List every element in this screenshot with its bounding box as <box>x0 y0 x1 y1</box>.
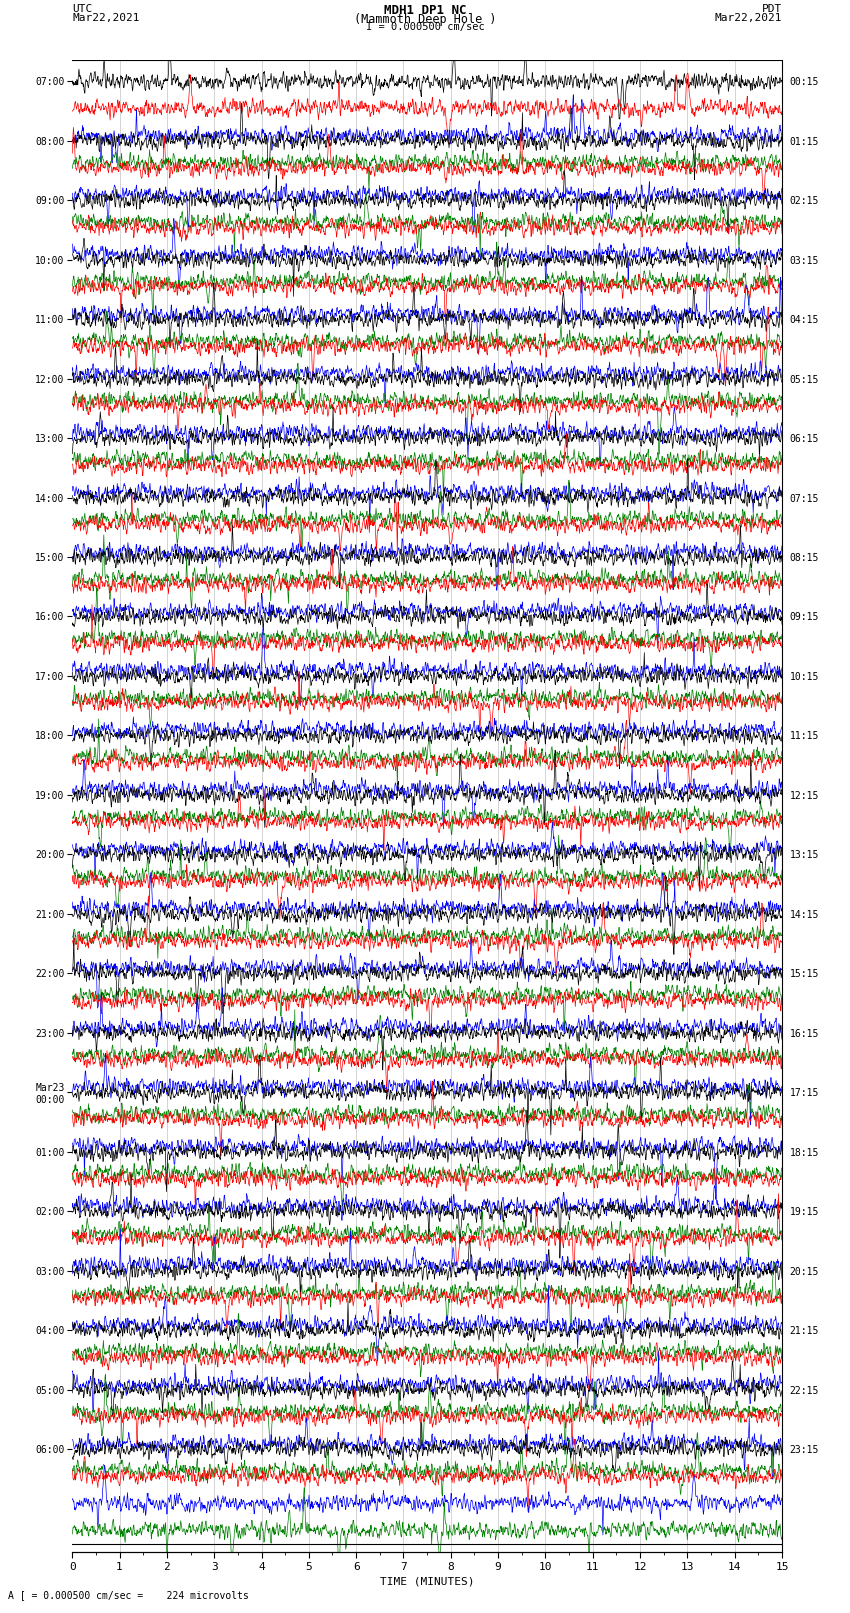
Text: MDH1 DP1 NC: MDH1 DP1 NC <box>383 5 467 18</box>
Text: A [ = 0.000500 cm/sec =    224 microvolts: A [ = 0.000500 cm/sec = 224 microvolts <box>8 1590 249 1600</box>
Text: Mar22,2021: Mar22,2021 <box>72 13 139 23</box>
Text: Mar22,2021: Mar22,2021 <box>715 13 782 23</box>
Text: PDT: PDT <box>762 5 782 15</box>
Text: I = 0.000500 cm/sec: I = 0.000500 cm/sec <box>366 23 484 32</box>
X-axis label: TIME (MINUTES): TIME (MINUTES) <box>380 1576 474 1586</box>
Text: UTC: UTC <box>72 5 93 15</box>
Text: (Mammoth Deep Hole ): (Mammoth Deep Hole ) <box>354 13 496 26</box>
